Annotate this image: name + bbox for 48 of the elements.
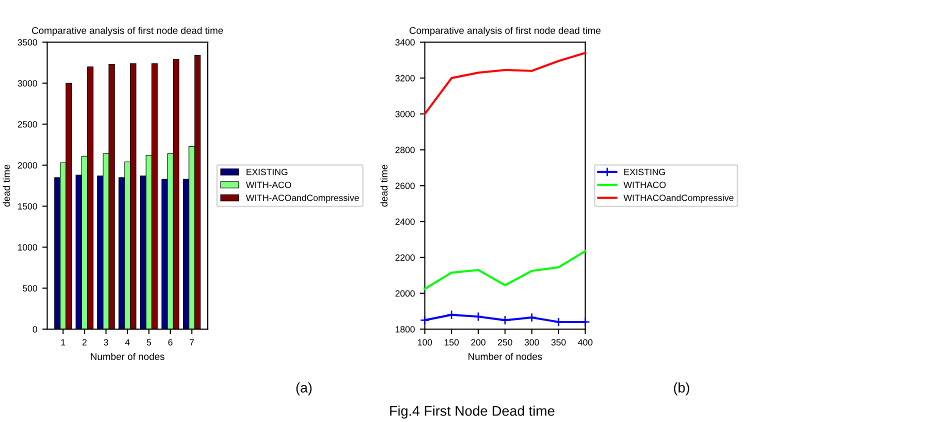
x-tick-label: 2	[82, 339, 87, 346]
x-axis-title: Number of nodes	[90, 352, 164, 360]
y-tick-label: 3500	[18, 39, 38, 46]
y-tick-label: 1000	[18, 244, 38, 251]
x-tick-label: 300	[524, 339, 539, 346]
y-tick-label: 3200	[395, 75, 415, 82]
chart-title: Comparative analysis of first node dead time	[32, 26, 223, 36]
legend-label: EXISTING	[624, 168, 665, 176]
x-tick-label: 350	[551, 339, 566, 346]
y-tick-label: 1800	[396, 326, 415, 333]
x-tick-label: 4	[125, 339, 130, 346]
caption: Fig.4 First Node Dead time	[390, 406, 554, 419]
x-axis-title: Number of nodes	[468, 352, 542, 360]
y-tick-label: 3400	[395, 39, 415, 46]
y-tick-label: 2600	[395, 182, 415, 190]
legend-label: WITH-ACO	[246, 182, 292, 188]
y-tick-label: 0	[32, 326, 38, 333]
y-tick-label: 2200	[395, 254, 415, 261]
chart-title: Comparative analysis of first node dead time	[410, 26, 601, 36]
y-tick-label: 2800	[395, 146, 415, 154]
y-tick-label: 3000	[395, 110, 415, 118]
x-tick-label: 400	[578, 339, 592, 346]
y-tick-label: 2000	[395, 290, 415, 297]
legend-label: WITHACO	[624, 182, 666, 188]
x-tick-label: 6	[168, 339, 172, 346]
y-tick-label: 2000	[18, 162, 38, 169]
text: (a)	[296, 382, 312, 396]
legend-label: EXISTING	[246, 168, 288, 176]
y-tick-label: 1500	[18, 203, 38, 210]
x-tick-label: 250	[498, 339, 512, 346]
y-tick-label: 2500	[18, 121, 38, 128]
line-series	[424, 52, 586, 115]
y-tick-label: 500	[22, 285, 38, 292]
line-series	[424, 250, 586, 290]
x-tick-label: 150	[444, 339, 459, 346]
x-tick-label: 200	[471, 339, 486, 346]
x-tick-label: 7	[190, 339, 194, 346]
x-tick-label: 100	[418, 339, 432, 346]
y-axis-title: dead time	[380, 164, 388, 207]
y-tick-label: 2400	[395, 218, 415, 225]
y-axis-title: dead time	[2, 164, 10, 207]
x-tick-label: 5	[146, 339, 152, 346]
x-tick-label: 3	[104, 339, 108, 346]
legend-label: WITHACOandCompressive	[624, 194, 734, 203]
legend-label: WITH-ACOandCompressive	[246, 194, 359, 203]
text: (b)	[674, 382, 690, 396]
y-tick-label: 3000	[18, 80, 38, 87]
x-tick-label: 1	[61, 339, 66, 346]
